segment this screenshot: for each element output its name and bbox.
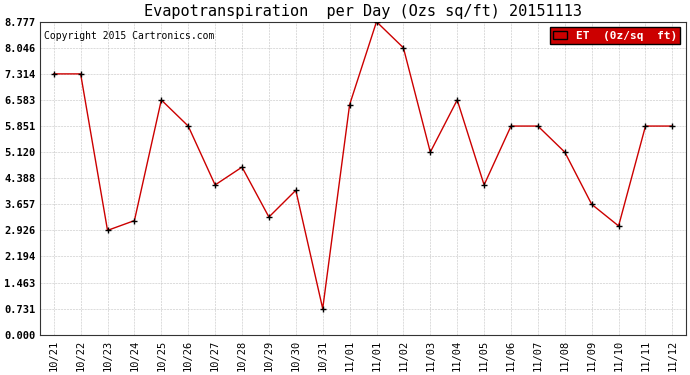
Legend: ET  (0z/sq  ft): ET (0z/sq ft) [550, 27, 680, 44]
Text: Copyright 2015 Cartronics.com: Copyright 2015 Cartronics.com [43, 31, 214, 41]
Title: Evapotranspiration  per Day (Ozs sq/ft) 20151113: Evapotranspiration per Day (Ozs sq/ft) 2… [144, 4, 582, 19]
